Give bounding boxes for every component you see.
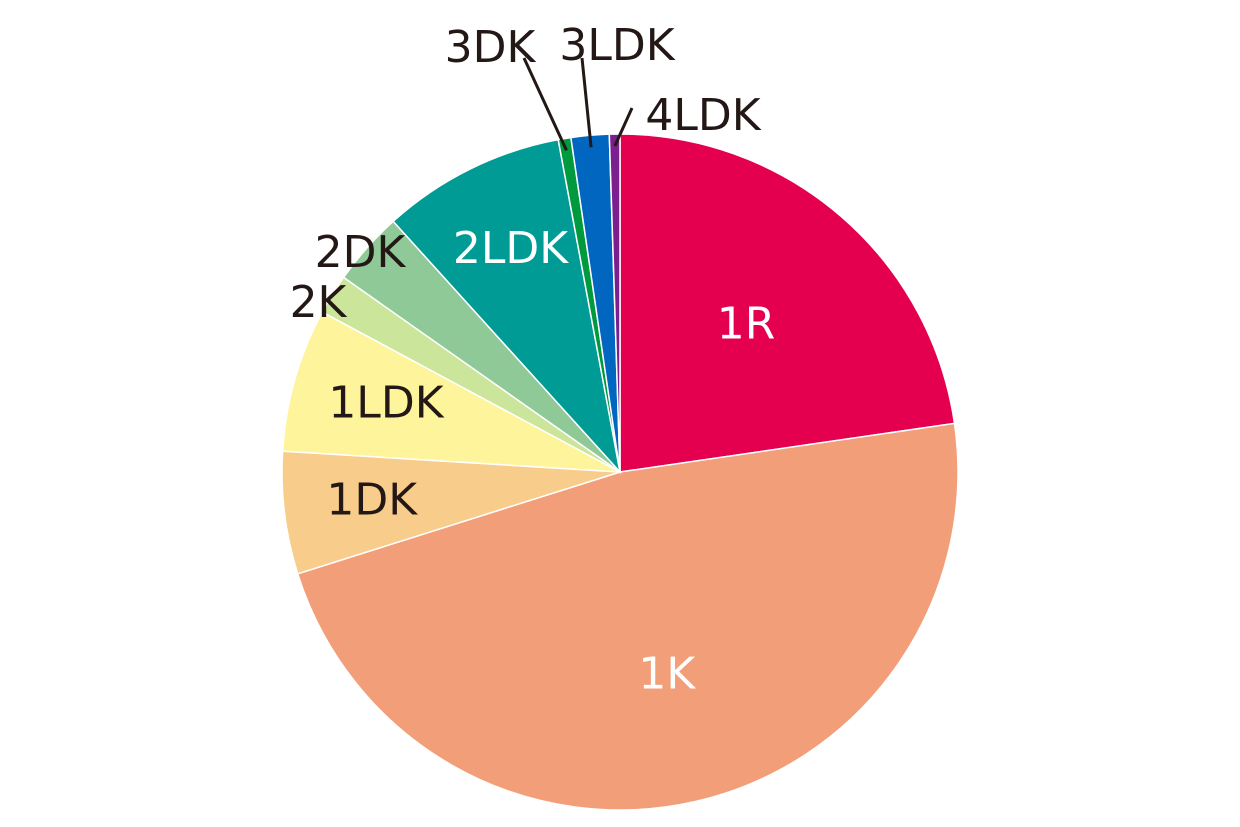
slice-label-3dk: 3DK [445, 22, 537, 73]
pie-slices [281, 133, 959, 811]
slice-label-2k: 2K [290, 277, 348, 328]
slice-label-1k: 1K [638, 648, 696, 699]
pie-slice-1r [619, 133, 956, 473]
leader-line-4ldk [613, 107, 634, 147]
slice-label-1dk: 1DK [326, 474, 418, 525]
pie-slice-1dk [281, 450, 621, 575]
leader-lines [522, 57, 634, 152]
pie-slice-1k [296, 422, 959, 811]
leader-line-3dk [522, 57, 568, 152]
leader-line-3ldk [580, 57, 593, 148]
pie-slice-2ldk [392, 138, 622, 475]
slice-label-3ldk: 3LDK [559, 20, 675, 71]
slice-label-1r: 1R [717, 298, 776, 349]
pie-slice-1ldk [281, 311, 621, 473]
slice-label-4ldk: 4LDK [645, 90, 761, 141]
slice-label-2ldk: 2LDK [453, 223, 569, 274]
slice-label-2dk: 2DK [315, 227, 407, 278]
slice-label-1ldk: 1LDK [328, 377, 444, 428]
